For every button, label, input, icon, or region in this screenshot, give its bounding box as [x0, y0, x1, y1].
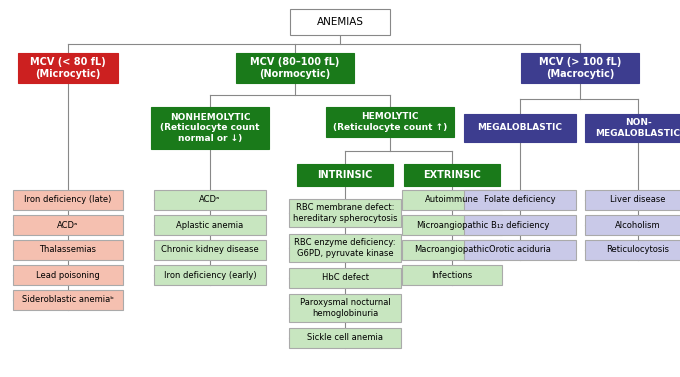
Text: Macroangiopathic: Macroangiopathic	[415, 245, 490, 254]
FancyBboxPatch shape	[402, 190, 502, 210]
Text: ACDᵃ: ACDᵃ	[57, 221, 79, 230]
Text: ANEMIAS: ANEMIAS	[316, 17, 364, 27]
Text: MCV (80–100 fL)
(Normocytic): MCV (80–100 fL) (Normocytic)	[250, 57, 340, 79]
FancyBboxPatch shape	[289, 268, 401, 288]
Text: Paroxysmal nocturnal
hemoglobinuria: Paroxysmal nocturnal hemoglobinuria	[300, 298, 390, 318]
FancyBboxPatch shape	[13, 240, 123, 260]
FancyBboxPatch shape	[151, 107, 269, 149]
Text: Iron deficiency (late): Iron deficiency (late)	[24, 196, 112, 204]
FancyBboxPatch shape	[585, 190, 680, 210]
FancyBboxPatch shape	[236, 53, 354, 83]
Text: HbC defect: HbC defect	[322, 273, 369, 282]
Text: Orotic aciduria: Orotic aciduria	[489, 245, 551, 254]
Text: MCV (< 80 fL)
(Microcytic): MCV (< 80 fL) (Microcytic)	[30, 57, 106, 79]
FancyBboxPatch shape	[464, 114, 576, 142]
Text: INTRINSIC: INTRINSIC	[318, 170, 373, 180]
Text: Folate deficiency: Folate deficiency	[484, 196, 556, 204]
Text: NONHEMOLYTIC
(Reticulocyte count
normal or ↓): NONHEMOLYTIC (Reticulocyte count normal …	[160, 113, 260, 143]
Text: RBC enzyme deficiency:
G6PD, pyruvate kinase: RBC enzyme deficiency: G6PD, pyruvate ki…	[294, 238, 396, 258]
Text: Autoimmune: Autoimmune	[425, 196, 479, 204]
FancyBboxPatch shape	[154, 240, 266, 260]
FancyBboxPatch shape	[289, 199, 401, 227]
Text: Microangiopathic: Microangiopathic	[416, 221, 488, 230]
FancyBboxPatch shape	[154, 190, 266, 210]
FancyBboxPatch shape	[290, 9, 390, 35]
Text: Sideroblastic anemiaᵇ: Sideroblastic anemiaᵇ	[22, 296, 114, 305]
FancyBboxPatch shape	[289, 234, 401, 262]
FancyBboxPatch shape	[402, 215, 502, 235]
Text: MCV (> 100 fL)
(Macrocytic): MCV (> 100 fL) (Macrocytic)	[539, 57, 622, 79]
FancyBboxPatch shape	[289, 328, 401, 348]
Text: Chronic kidney disease: Chronic kidney disease	[161, 245, 259, 254]
FancyBboxPatch shape	[289, 294, 401, 322]
FancyBboxPatch shape	[402, 240, 502, 260]
Text: EXTRINSIC: EXTRINSIC	[423, 170, 481, 180]
FancyBboxPatch shape	[464, 215, 576, 235]
Text: ACDᵃ: ACDᵃ	[199, 196, 221, 204]
FancyBboxPatch shape	[464, 190, 576, 210]
FancyBboxPatch shape	[585, 114, 680, 142]
FancyBboxPatch shape	[154, 265, 266, 285]
Text: Reticulocytosis: Reticulocytosis	[607, 245, 670, 254]
FancyBboxPatch shape	[521, 53, 639, 83]
Text: Aplastic anemia: Aplastic anemia	[176, 221, 243, 230]
Text: B₁₂ deficiency: B₁₂ deficiency	[491, 221, 549, 230]
FancyBboxPatch shape	[585, 240, 680, 260]
FancyBboxPatch shape	[326, 107, 454, 137]
FancyBboxPatch shape	[13, 190, 123, 210]
FancyBboxPatch shape	[18, 53, 118, 83]
FancyBboxPatch shape	[402, 265, 502, 285]
Text: Alcoholism: Alcoholism	[615, 221, 661, 230]
FancyBboxPatch shape	[154, 215, 266, 235]
FancyBboxPatch shape	[13, 265, 123, 285]
Text: Lead poisoning: Lead poisoning	[36, 271, 100, 279]
Text: Liver disease: Liver disease	[610, 196, 666, 204]
FancyBboxPatch shape	[13, 215, 123, 235]
FancyBboxPatch shape	[464, 240, 576, 260]
FancyBboxPatch shape	[297, 164, 393, 186]
FancyBboxPatch shape	[13, 290, 123, 310]
Text: NON-
MEGALOBLASTIC: NON- MEGALOBLASTIC	[596, 118, 680, 138]
Text: MEGALOBLASTIC: MEGALOBLASTIC	[477, 124, 562, 132]
FancyBboxPatch shape	[404, 164, 500, 186]
Text: HEMOLYTIC
(Reticulocyte count ↑): HEMOLYTIC (Reticulocyte count ↑)	[333, 112, 447, 132]
Text: Sickle cell anemia: Sickle cell anemia	[307, 334, 383, 342]
Text: Thalassemias: Thalassemias	[39, 245, 97, 254]
FancyBboxPatch shape	[585, 215, 680, 235]
Text: Infections: Infections	[431, 271, 473, 279]
Text: RBC membrane defect:
hereditary spherocytosis: RBC membrane defect: hereditary spherocy…	[293, 203, 397, 223]
Text: Iron deficiency (early): Iron deficiency (early)	[164, 271, 256, 279]
